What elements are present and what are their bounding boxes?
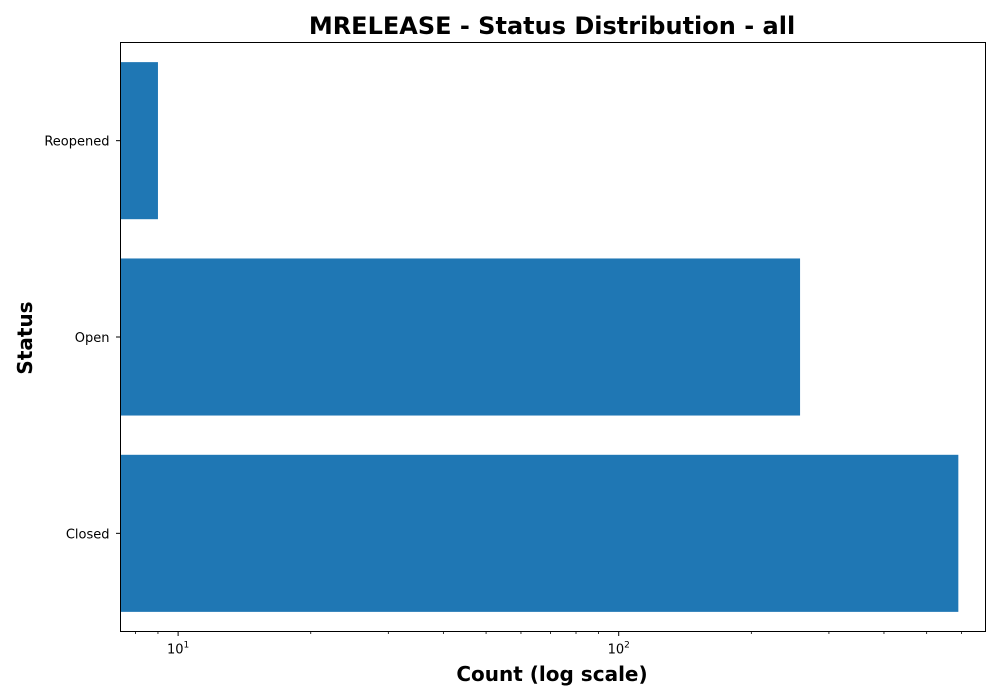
y-tick-label: Open <box>75 331 110 346</box>
y-axis-ticks: Closed Open Reopened <box>44 135 121 542</box>
x-tick-label: 101 <box>167 641 189 658</box>
y-tick-label: Closed <box>66 527 110 542</box>
bar-open <box>120 258 801 416</box>
bars-layer <box>120 62 959 612</box>
y-axis-label: Status <box>13 301 37 374</box>
y-tick-label: Reopened <box>44 135 109 150</box>
x-tick-label: 102 <box>608 641 630 658</box>
bar-closed <box>120 454 959 612</box>
x-axis-ticks: 101 102 <box>135 631 962 658</box>
plot-frame <box>120 42 986 632</box>
chart-title: MRELEASE - Status Distribution - all <box>309 12 795 40</box>
bar-reopened <box>120 62 158 220</box>
x-axis-label: Count (log scale) <box>456 662 647 686</box>
